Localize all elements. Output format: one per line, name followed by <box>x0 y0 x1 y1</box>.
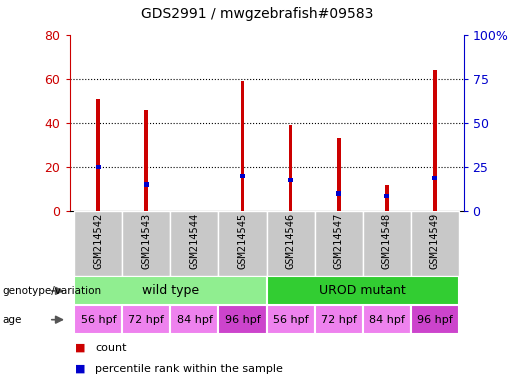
Bar <box>74 276 267 305</box>
Bar <box>240 174 245 178</box>
Text: 56 hpf: 56 hpf <box>273 314 308 325</box>
Bar <box>123 305 170 334</box>
Bar <box>218 211 267 276</box>
Text: GSM214546: GSM214546 <box>285 213 296 270</box>
Bar <box>170 211 218 276</box>
Bar <box>267 211 315 276</box>
Bar <box>363 211 410 276</box>
Bar <box>145 109 148 211</box>
Bar <box>385 185 388 211</box>
Text: 56 hpf: 56 hpf <box>80 314 116 325</box>
Bar <box>96 99 100 211</box>
Bar <box>363 305 410 334</box>
Bar <box>288 178 293 182</box>
Text: GSM214548: GSM214548 <box>382 213 391 270</box>
Bar <box>267 276 459 305</box>
Text: GSM214543: GSM214543 <box>142 213 151 270</box>
Text: 84 hpf: 84 hpf <box>369 314 405 325</box>
Bar <box>218 305 267 334</box>
Bar <box>337 138 340 211</box>
Text: GSM214549: GSM214549 <box>430 213 440 270</box>
Text: GSM214547: GSM214547 <box>334 213 344 270</box>
Text: genotype/variation: genotype/variation <box>3 286 101 296</box>
Text: age: age <box>3 314 22 325</box>
Bar <box>96 165 100 169</box>
Text: GSM214542: GSM214542 <box>93 213 104 270</box>
Bar <box>433 70 437 211</box>
Bar <box>123 211 170 276</box>
Bar <box>433 176 437 180</box>
Bar <box>315 211 363 276</box>
Bar <box>144 182 149 187</box>
Bar <box>74 305 123 334</box>
Bar <box>74 211 123 276</box>
Text: UROD mutant: UROD mutant <box>319 285 406 297</box>
Text: GDS2991 / mwgzebrafish#09583: GDS2991 / mwgzebrafish#09583 <box>141 7 374 21</box>
Text: 96 hpf: 96 hpf <box>417 314 453 325</box>
Text: 96 hpf: 96 hpf <box>225 314 261 325</box>
Text: percentile rank within the sample: percentile rank within the sample <box>95 364 283 374</box>
Bar <box>336 191 341 196</box>
Text: GSM214544: GSM214544 <box>190 213 199 270</box>
Bar <box>410 305 459 334</box>
Bar <box>241 81 245 211</box>
Bar <box>410 211 459 276</box>
Text: 72 hpf: 72 hpf <box>128 314 164 325</box>
Bar <box>315 305 363 334</box>
Bar <box>267 305 315 334</box>
Text: 84 hpf: 84 hpf <box>177 314 212 325</box>
Bar <box>384 194 389 198</box>
Text: GSM214545: GSM214545 <box>237 213 248 270</box>
Bar <box>288 125 293 211</box>
Bar <box>170 305 218 334</box>
Text: wild type: wild type <box>142 285 199 297</box>
Text: ■: ■ <box>75 364 85 374</box>
Text: 72 hpf: 72 hpf <box>321 314 356 325</box>
Text: ■: ■ <box>75 343 85 353</box>
Text: count: count <box>95 343 127 353</box>
